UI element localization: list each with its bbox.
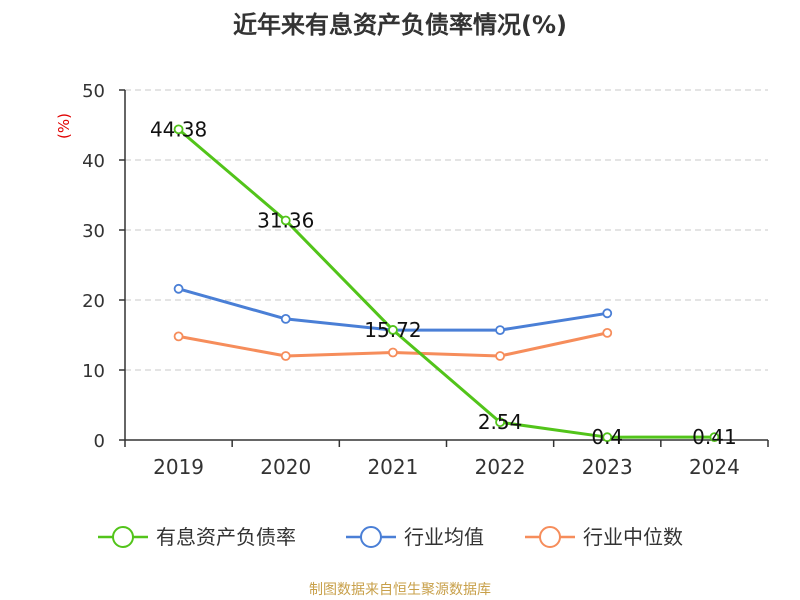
data-point [173,331,184,342]
y-tick-label: 40 [82,151,105,172]
data-point [173,124,184,135]
chart-title: 近年来有息资产负债率情况(%) [233,11,567,39]
legend-marker [539,526,561,548]
y-tick-label: 10 [82,361,105,382]
data-point [495,417,505,428]
x-tick-label: 2021 [367,455,418,479]
data-point [280,313,291,324]
data-label: 0.4 [591,425,623,449]
source-note: 制图数据来自恒生聚源数据库 [309,582,491,598]
grid-lines [125,89,768,371]
series-lines [173,124,720,443]
data-point [709,432,720,443]
legend-label: 有息资产负债率 [156,525,296,549]
legend-marker [360,526,382,548]
data-point [173,283,184,294]
legend: 有息资产负债率 行业均值 行业中位数 [98,525,683,549]
legend-marker [112,526,134,548]
data-point [495,351,505,361]
legend-label: 行业中位数 [583,525,683,549]
data-point [388,325,398,335]
data-label: 44.38 [150,117,207,141]
x-tick-label: 2022 [475,455,526,479]
data-labels: 44.38 31.36 15.72 2.54 0.4 0.41 [150,117,737,449]
data-point [280,351,291,361]
y-tick-label: 20 [82,291,105,312]
y-tick-label: 50 [82,81,105,102]
data-point [602,432,613,443]
legend-label: 行业均值 [404,525,484,549]
y-tick-label: 0 [94,431,105,452]
data-label: 0.41 [692,425,737,449]
data-point [602,308,613,319]
y-tick-label: 30 [82,221,105,242]
data-point [495,325,505,336]
series-line [177,128,715,439]
data-label: 15.72 [364,318,421,342]
x-tick-label: 2024 [689,455,740,479]
data-label: 31.36 [257,208,314,232]
data-label: 2.54 [478,410,523,434]
data-point [602,327,613,338]
x-tick-label: 2019 [153,455,204,479]
x-tick-label: 2023 [582,455,633,479]
data-point [280,215,291,226]
data-point [388,347,398,358]
y-axis-unit: (%) [55,113,73,139]
x-tick-label: 2020 [260,455,311,479]
axes: 0 10 20 30 40 50 2019 2020 2021 2022 2023 2024 [82,81,769,479]
